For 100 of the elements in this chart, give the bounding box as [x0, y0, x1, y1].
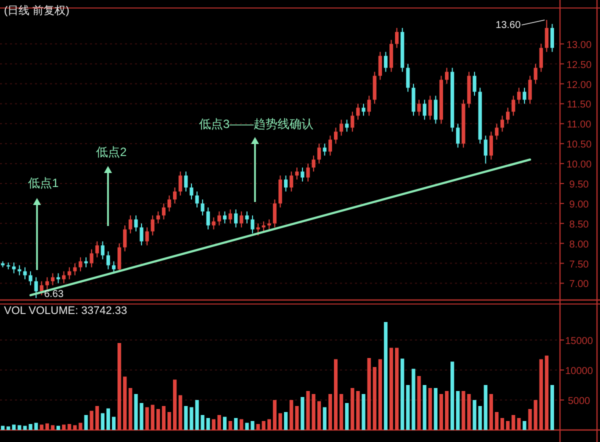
candlestick	[173, 187, 177, 204]
bar	[173, 380, 177, 430]
candlestick	[312, 155, 316, 172]
bar	[167, 412, 172, 430]
bar	[95, 406, 99, 430]
bar	[40, 424, 44, 430]
y-tick-label: 11.00	[566, 120, 592, 131]
candlestick	[378, 51, 382, 80]
candlestick	[78, 256, 82, 272]
candlestick	[290, 171, 294, 192]
bar	[12, 424, 16, 430]
bar	[295, 406, 299, 430]
bar	[178, 395, 182, 430]
bar	[484, 385, 488, 430]
bar	[544, 356, 548, 430]
bar	[272, 400, 277, 430]
bar	[450, 362, 454, 430]
candlestick	[23, 266, 27, 280]
bar	[367, 358, 371, 430]
candlestick	[34, 276, 38, 299]
candlestick	[544, 19, 548, 52]
candlestick	[90, 248, 94, 268]
bar	[550, 385, 554, 430]
candlestick	[522, 87, 526, 104]
bar	[18, 425, 22, 430]
y-tick-label: 7.50	[569, 259, 590, 270]
candlestick	[500, 115, 504, 132]
bar	[306, 391, 310, 430]
bar	[412, 368, 416, 430]
bar	[50, 425, 55, 430]
candlestick	[228, 208, 232, 224]
bar	[372, 367, 376, 430]
candlestick	[40, 280, 44, 296]
bar	[462, 391, 466, 430]
bar	[78, 422, 82, 430]
chart-title: (日线 前复权)	[4, 4, 70, 17]
candlestick	[195, 190, 199, 208]
bar	[472, 400, 476, 430]
candlestick	[240, 210, 244, 228]
candlestick	[456, 123, 460, 148]
candlestick	[550, 23, 554, 52]
candlestick	[95, 240, 99, 258]
candlestick	[56, 272, 60, 284]
bar	[456, 391, 460, 430]
candlestick	[345, 119, 349, 132]
candlestick	[489, 131, 493, 160]
candlestick	[134, 214, 138, 232]
candlestick	[217, 210, 222, 226]
candlestick	[222, 210, 227, 224]
candlestick	[267, 218, 271, 230]
candlestick	[278, 175, 282, 208]
bar	[517, 418, 521, 430]
candlestick	[395, 27, 399, 48]
bar	[395, 348, 399, 430]
bar	[234, 418, 238, 430]
y-tick-label: 8.50	[569, 219, 590, 230]
y-tick-label: 12.00	[566, 80, 592, 91]
bar	[284, 412, 288, 430]
bar	[300, 397, 304, 430]
candlestick	[512, 95, 516, 116]
bar	[362, 394, 366, 430]
bar	[500, 418, 504, 430]
candlestick	[367, 95, 371, 116]
bar	[417, 376, 421, 430]
bar	[128, 388, 132, 430]
y-tick-label: 11.50	[566, 100, 592, 111]
bar	[356, 391, 360, 430]
y-tick-label: 10000	[565, 366, 594, 377]
candlestick	[145, 226, 149, 246]
bar	[522, 421, 526, 430]
candlestick	[68, 266, 72, 280]
bar	[444, 391, 449, 430]
bar	[512, 415, 516, 430]
bar	[100, 413, 104, 430]
bar	[34, 422, 38, 430]
candlestick	[12, 262, 16, 274]
bar	[439, 394, 444, 430]
candlestick	[434, 95, 438, 124]
bar	[184, 406, 188, 430]
bar	[56, 426, 60, 430]
candlestick	[234, 208, 238, 228]
candlestick	[322, 143, 326, 156]
candlestick	[284, 175, 288, 192]
bar	[428, 388, 432, 430]
candlestick	[190, 183, 194, 200]
candlestick	[528, 75, 532, 104]
candlestick	[100, 240, 104, 260]
candlestick	[206, 206, 210, 230]
bar	[489, 394, 493, 430]
candlestick	[150, 214, 154, 236]
bar	[90, 410, 94, 430]
annotation: 低点3——趋势线确认	[199, 117, 314, 131]
bar	[384, 322, 388, 430]
candlestick	[250, 214, 254, 234]
candlestick	[494, 123, 499, 140]
candlestick	[178, 171, 182, 196]
candlestick	[295, 167, 299, 180]
bar	[217, 415, 222, 430]
candlestick	[272, 198, 277, 228]
candlestick	[428, 95, 432, 120]
